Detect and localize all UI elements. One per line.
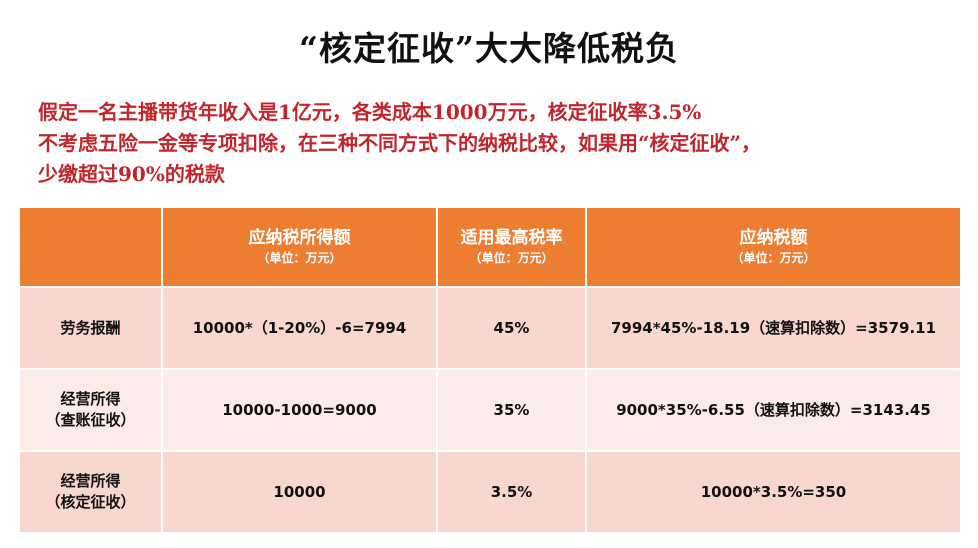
cell-taxable-income: 10000*（1-20%）-6=7994 bbox=[161, 286, 438, 370]
table-header-row: 应纳税所得额 （单位：万元） 适用最高税率 （单位：万元） 应纳税额 （单位：万… bbox=[18, 206, 962, 288]
tax-comparison-table: 应纳税所得额 （单位：万元） 适用最高税率 （单位：万元） 应纳税额 （单位：万… bbox=[18, 206, 962, 534]
header-cell-rate: 适用最高税率 （单位：万元） bbox=[436, 206, 587, 288]
header-cell-type bbox=[18, 206, 163, 288]
cell-taxable-income: 10000-1000=9000 bbox=[161, 368, 438, 452]
cell-tax: 9000*35%-6.55（速算扣除数）=3143.45 bbox=[585, 368, 962, 452]
cell-rate: 35% bbox=[436, 368, 587, 452]
cell-rate: 45% bbox=[436, 286, 587, 370]
header-label: 适用最高税率 bbox=[460, 228, 563, 248]
header-cell-tax: 应纳税额 （单位：万元） bbox=[585, 206, 962, 288]
header-cell-taxable-income: 应纳税所得额 （单位：万元） bbox=[161, 206, 438, 288]
cell-tax: 7994*45%-18.19（速算扣除数）=3579.11 bbox=[585, 286, 962, 370]
header-label: 应纳税额 bbox=[739, 228, 808, 248]
cell-income-type: 劳务报酬 bbox=[18, 286, 163, 370]
table-row: 劳务报酬 10000*（1-20%）-6=7994 45% 7994*45%-1… bbox=[18, 286, 962, 370]
cell-income-type: 经营所得 （核定征收） bbox=[18, 450, 163, 534]
table-row: 经营所得 （查账征收） 10000-1000=9000 35% 9000*35%… bbox=[18, 368, 962, 452]
table-row: 经营所得 （核定征收） 10000 3.5% 10000*3.5%=350 bbox=[18, 450, 962, 534]
intro-line-2: 不考虑五险一金等专项扣除，在三种不同方式下的纳税比较，如果用“核定征收”， bbox=[38, 131, 762, 155]
cell-taxable-income: 10000 bbox=[161, 450, 438, 534]
page-title: “核定征收”大大降低税负 bbox=[299, 29, 679, 68]
intro-text: 假定一名主播带货年收入是1亿元，各类成本1000万元，核定征收率3.5% 不考虑… bbox=[38, 97, 958, 190]
cell-rate: 3.5% bbox=[436, 450, 587, 534]
header-unit: （单位：万元） bbox=[257, 251, 342, 265]
intro-line-1: 假定一名主播带货年收入是1亿元，各类成本1000万元，核定征收率3.5% bbox=[38, 100, 702, 124]
intro-line-3: 少缴超过90%的税款 bbox=[38, 162, 225, 186]
header-unit: （单位：万元） bbox=[469, 251, 554, 265]
cell-income-type: 经营所得 （查账征收） bbox=[18, 368, 163, 452]
cell-tax: 10000*3.5%=350 bbox=[585, 450, 962, 534]
header-unit: （单位：万元） bbox=[731, 251, 816, 265]
header-label: 应纳税所得额 bbox=[248, 228, 351, 248]
